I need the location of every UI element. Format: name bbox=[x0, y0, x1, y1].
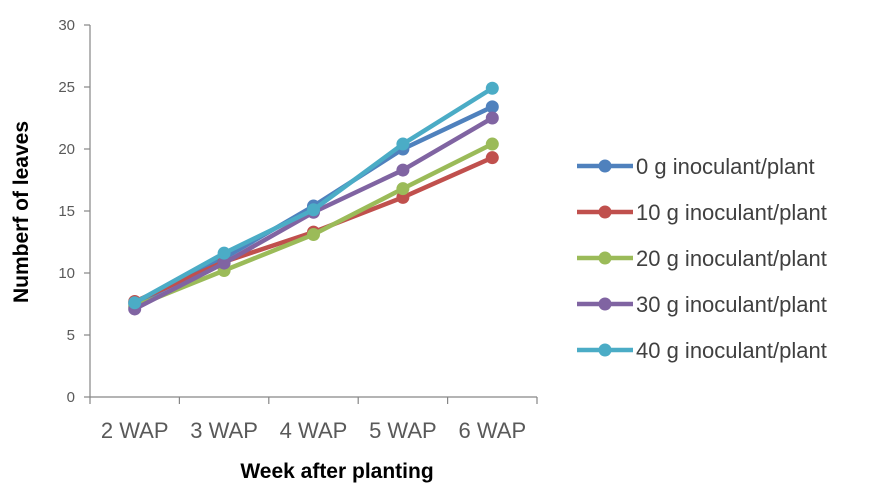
y-tick-label: 25 bbox=[58, 79, 75, 96]
x-tick-label: 4 WAP bbox=[280, 418, 348, 443]
legend-entry: 0 g inoculant/plant bbox=[577, 154, 815, 179]
legend: 0 g inoculant/plant 10 g inoculant/plant 2… bbox=[577, 154, 827, 363]
x-axis-ticks: 2 WAP 3 WAP 4 WAP 5 WAP 6 WAP bbox=[89, 397, 538, 443]
data-point bbox=[485, 81, 499, 95]
plot-area: 0 5 10 15 20 25 30 2 WAP 3 WAP 4 WAP 5 WAP 6 WAP bbox=[58, 17, 538, 443]
data-point bbox=[485, 111, 499, 125]
legend-entry: 10 g inoculant/plant bbox=[577, 200, 827, 225]
y-tick-label: 5 bbox=[67, 327, 75, 344]
y-axis-title: Numberf of leaves bbox=[10, 121, 33, 303]
legend-label: 0 g inoculant/plant bbox=[636, 154, 815, 179]
legend-label: 20 g inoculant/plant bbox=[636, 246, 827, 271]
x-tick-label: 2 WAP bbox=[101, 418, 169, 443]
legend-marker bbox=[598, 251, 612, 265]
y-tick-label: 10 bbox=[58, 265, 75, 282]
x-tick-label: 3 WAP bbox=[190, 418, 258, 443]
series-line bbox=[133, 86, 494, 305]
legend-entry: 20 g inoculant/plant bbox=[577, 246, 827, 271]
y-tick-label: 0 bbox=[67, 389, 75, 406]
legend-marker bbox=[598, 205, 612, 219]
y-tick-label: 20 bbox=[58, 141, 75, 158]
x-tick-label: 5 WAP bbox=[369, 418, 437, 443]
legend-entry: 30 g inoculant/plant bbox=[577, 292, 827, 317]
data-point bbox=[396, 163, 410, 177]
series-4 bbox=[128, 81, 499, 310]
data-point bbox=[485, 100, 499, 114]
legend-label: 40 g inoculant/plant bbox=[636, 338, 827, 363]
data-point bbox=[396, 182, 410, 196]
legend-marker bbox=[598, 159, 612, 173]
legend-label: 30 g inoculant/plant bbox=[636, 292, 827, 317]
series-2 bbox=[128, 137, 499, 313]
x-tick-label: 6 WAP bbox=[458, 418, 526, 443]
data-point bbox=[307, 203, 320, 217]
legend-marker bbox=[598, 343, 612, 357]
y-tick-label: 15 bbox=[58, 203, 75, 220]
data-point bbox=[485, 137, 499, 151]
y-tick-label: 30 bbox=[58, 17, 75, 34]
data-point bbox=[217, 246, 231, 260]
x-axis-title: Week after planting bbox=[240, 460, 433, 483]
data-point bbox=[128, 296, 142, 310]
data-point bbox=[307, 228, 320, 242]
legend-marker bbox=[598, 297, 612, 311]
data-point bbox=[217, 256, 231, 270]
y-axis-ticks: 0 5 10 15 20 25 30 bbox=[58, 17, 90, 406]
legend-entry: 40 g inoculant/plant bbox=[577, 338, 827, 363]
data-point bbox=[396, 137, 410, 151]
data-point bbox=[485, 151, 499, 165]
legend-label: 10 g inoculant/plant bbox=[636, 200, 827, 225]
series-layer bbox=[128, 81, 499, 316]
